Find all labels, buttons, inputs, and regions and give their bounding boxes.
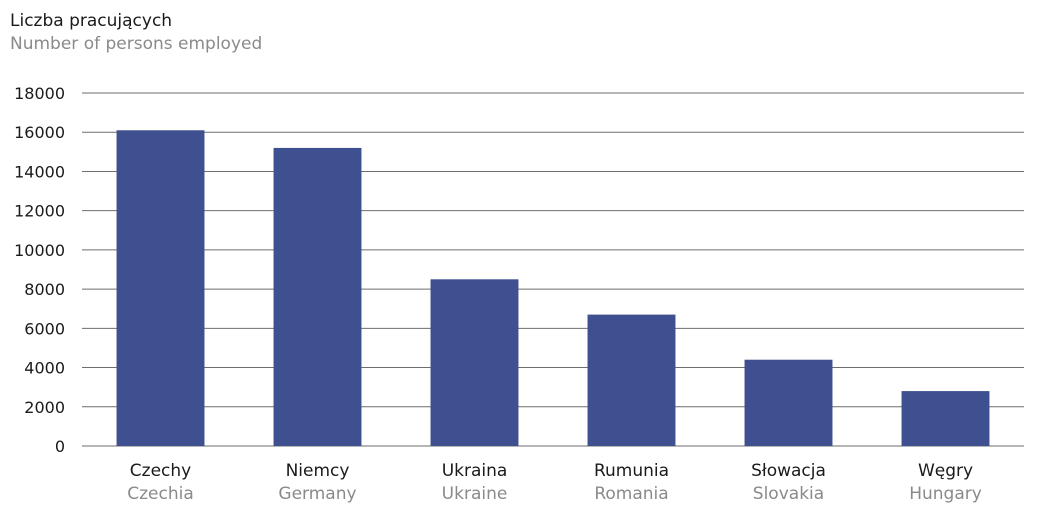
x-tick-label: Węgry — [918, 461, 973, 481]
x-tick-label: Słowacja — [751, 461, 826, 481]
y-tick-label: 12000 — [14, 202, 65, 221]
chart-title: Liczba pracujących — [10, 11, 173, 31]
chart-subtitle: Number of persons employed — [10, 34, 263, 54]
y-tick-label: 18000 — [14, 84, 65, 103]
bar-3 — [587, 314, 676, 446]
x-tick-label: Ukraina — [442, 461, 508, 481]
x-tick-label-en: Hungary — [909, 484, 982, 504]
y-tick-label: 0 — [55, 437, 65, 456]
y-tick-label: 16000 — [14, 123, 65, 142]
x-tick-label-en: Germany — [278, 484, 356, 504]
bar-4 — [744, 359, 833, 446]
bar-5 — [901, 391, 990, 446]
bar-2 — [430, 279, 519, 446]
y-tick-label: 14000 — [14, 162, 65, 181]
bar-1 — [273, 147, 362, 446]
x-tick-label: Niemcy — [286, 461, 350, 481]
bar-0 — [116, 130, 205, 446]
x-tick-label: Czechy — [130, 461, 191, 481]
x-tick-label-en: Ukraine — [442, 484, 508, 504]
x-tick-label-en: Slovakia — [753, 484, 824, 504]
y-tick-label: 8000 — [24, 280, 65, 299]
x-tick-label-en: Czechia — [127, 484, 194, 504]
x-tick-label: Rumunia — [594, 461, 669, 481]
x-tick-label-en: Romania — [594, 484, 668, 504]
y-tick-label: 4000 — [24, 359, 65, 378]
y-tick-label: 6000 — [24, 319, 65, 338]
y-tick-label: 2000 — [24, 398, 65, 417]
y-tick-label: 10000 — [14, 241, 65, 260]
